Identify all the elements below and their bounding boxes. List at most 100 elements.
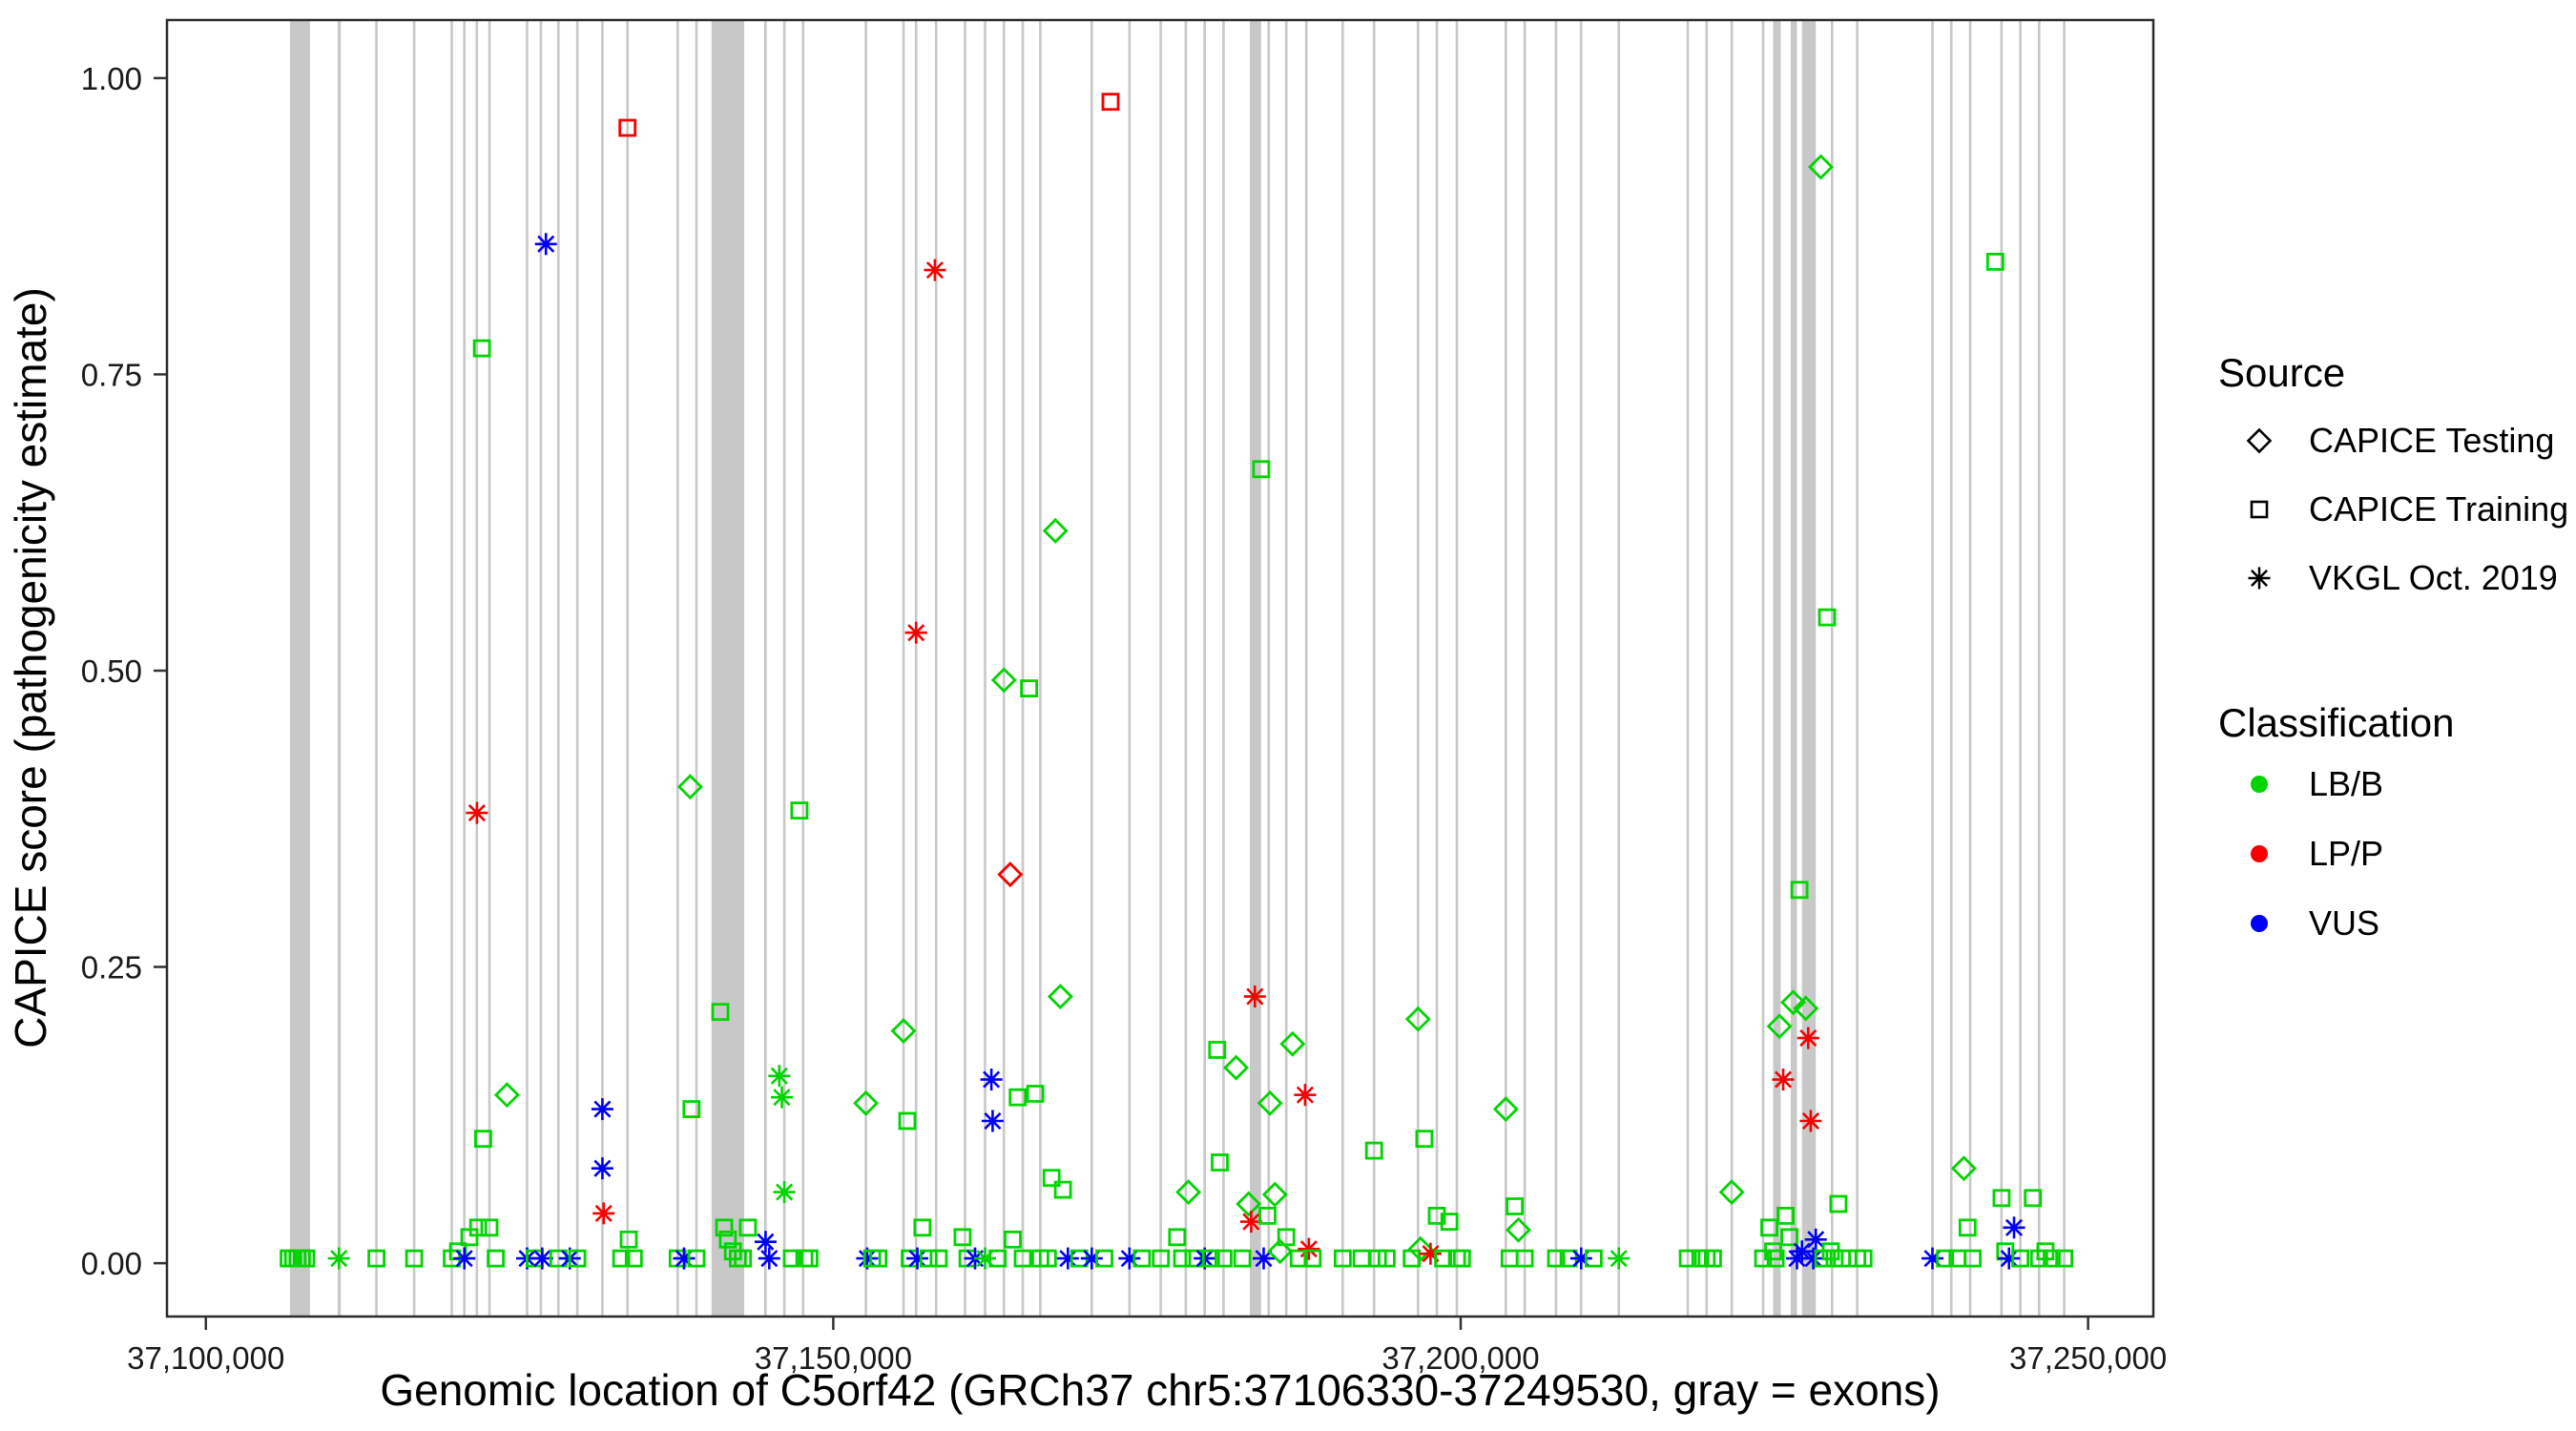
exon-bar: [1091, 21, 1093, 1316]
legend: Source CAPICE Testing CAPICE Training VK…: [2218, 350, 2568, 943]
data-point: [1547, 1249, 1566, 1268]
data-point: [988, 1249, 1008, 1268]
data-point: [1042, 1169, 1061, 1188]
data-point: [327, 1247, 350, 1270]
data-point: [591, 1157, 613, 1180]
y-tick-label: 0.00: [81, 1246, 142, 1281]
data-point: [1258, 1207, 1277, 1225]
data-point: [1963, 1249, 1983, 1268]
data-point: [997, 861, 1024, 888]
data-point: [869, 1249, 888, 1268]
data-point: [473, 1130, 492, 1149]
exon-bar: [1250, 21, 1261, 1316]
data-point: [1419, 1242, 1442, 1265]
data-point: [1253, 1247, 1275, 1270]
data-point: [1718, 1179, 1745, 1206]
lpp-dot-icon: [2251, 845, 2268, 862]
data-point: [1760, 1218, 1778, 1237]
exon-bar: [1341, 21, 1344, 1316]
data-point: [1020, 679, 1038, 697]
y-tick-label: 1.00: [81, 61, 142, 96]
data-point: [676, 774, 703, 800]
data-points: [280, 93, 2074, 1270]
legend-source-title: Source: [2218, 350, 2345, 395]
data-point: [734, 1249, 753, 1268]
legend-item-lbb: LB/B: [2309, 764, 2383, 803]
exon-bar: [782, 21, 786, 1316]
plot-panel-border: [165, 18, 2155, 1318]
data-point: [1279, 1030, 1306, 1057]
data-point: [534, 233, 557, 256]
data-point: [1239, 1211, 1262, 1234]
exon-bar: [801, 21, 805, 1316]
x-tick-label: 37,150,000: [755, 1340, 912, 1376]
x-tick-label: 37,100,000: [127, 1340, 284, 1376]
data-point: [468, 1218, 488, 1237]
exon-bar: [984, 21, 987, 1316]
legend-item-vus: VUS: [2309, 903, 2379, 943]
data-point: [1173, 1249, 1192, 1268]
legend-item-capice-testing: CAPICE Testing: [2309, 421, 2554, 460]
exon-bar: [475, 21, 479, 1316]
exon-bar: [1159, 21, 1162, 1316]
exon-bar: [2038, 21, 2041, 1316]
exon-bar: [1372, 21, 1376, 1316]
data-point: [853, 1089, 880, 1116]
data-point: [980, 1068, 1003, 1091]
exon-bar: [1801, 21, 1817, 1316]
data-point: [1780, 989, 1806, 1016]
asterisk-icon: [2248, 567, 2271, 590]
data-point: [1352, 1249, 1371, 1268]
data-point: [367, 1249, 386, 1268]
data-point: [1704, 1249, 1722, 1268]
data-point: [1818, 608, 1837, 627]
data-point: [1440, 1213, 1459, 1231]
x-axis-label: Genomic location of C5orf42 (GRCh37 chr5…: [380, 1365, 1940, 1415]
data-point: [1047, 984, 1073, 1010]
data-point: [1056, 1247, 1079, 1270]
exon-bar: [1203, 21, 1206, 1316]
data-point: [1772, 1068, 1795, 1091]
data-point: [612, 1249, 631, 1268]
exon-bar: [1021, 21, 1025, 1316]
data-point: [405, 1249, 424, 1268]
data-point: [1500, 1249, 1519, 1268]
data-point: [1407, 1235, 1434, 1262]
data-point: [1415, 1130, 1434, 1149]
exon-bar: [539, 21, 543, 1316]
data-point: [1038, 1249, 1057, 1268]
data-point: [1780, 1228, 1798, 1247]
vus-dot-icon: [2251, 915, 2268, 932]
exon-bar: [1831, 21, 1834, 1316]
data-point: [1492, 1096, 1519, 1123]
lbb-dot-icon: [2251, 776, 2268, 793]
data-point: [1208, 1041, 1227, 1059]
exon-bar: [450, 21, 453, 1316]
data-point: [682, 1100, 701, 1118]
data-point: [904, 621, 927, 644]
data-point: [1233, 1249, 1252, 1268]
exon-bar: [337, 21, 342, 1316]
data-point: [768, 1065, 791, 1088]
data-point: [1168, 1228, 1187, 1247]
data-point: [718, 1230, 737, 1249]
data-point: [1515, 1249, 1534, 1268]
y-axis-label: CAPICE score (pathogenicity estimate): [6, 287, 55, 1048]
data-point: [1132, 1249, 1152, 1268]
y-tick-label: 0.75: [81, 357, 142, 392]
exon-bar: [1435, 21, 1439, 1316]
data-point: [1950, 1155, 1977, 1182]
exon-bar: [1617, 21, 1620, 1316]
exon-bar: [1968, 21, 1972, 1316]
exon-bar: [1856, 21, 1859, 1316]
data-point: [1289, 1249, 1308, 1268]
data-point: [953, 1228, 972, 1247]
exon-bar: [2000, 21, 2004, 1316]
data-point: [1802, 1247, 1825, 1270]
exon-bar: [914, 21, 918, 1316]
data-point: [530, 1247, 553, 1270]
data-point: [738, 1218, 758, 1237]
data-point: [1766, 1013, 1793, 1040]
legend-item-lpp: LP/P: [2309, 834, 2383, 873]
